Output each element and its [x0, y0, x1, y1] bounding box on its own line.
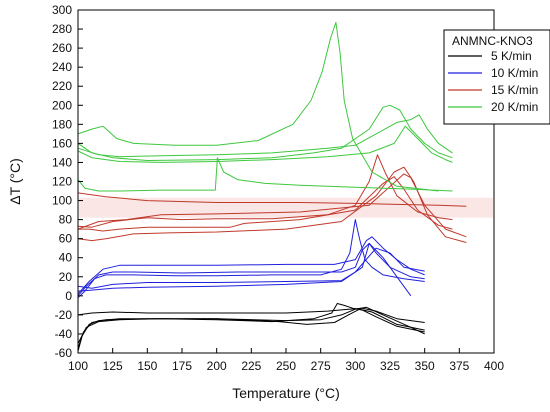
x-tick-label: 300 [345, 359, 365, 373]
y-tick-label: 260 [52, 41, 72, 55]
legend-entry: 5 K/min [491, 49, 532, 63]
legend-title: ANMNC-KNO3 [452, 34, 533, 48]
curve-10-k-min-4 [77, 247, 425, 289]
y-tick-label: 240 [52, 60, 72, 74]
legend-entry: 10 K/min [491, 66, 538, 80]
legend-entry: 20 K/min [491, 100, 538, 114]
x-tick-label: 250 [276, 359, 296, 373]
x-tick-label: 125 [103, 359, 123, 373]
curve-20-k-min-5 [77, 157, 453, 192]
y-tick-label: 120 [52, 175, 72, 189]
y-axis: -60 -40 -20 0 20 40 60 80 100 120 140 160 180 200 220 2… [52, 3, 83, 360]
curve-15-k-min-3 [77, 166, 467, 243]
x-axis-title: Temperature (°C) [232, 385, 340, 401]
y-tick-label: 220 [52, 79, 72, 93]
y-tick-label: -20 [55, 308, 73, 322]
x-tick-label: 400 [484, 359, 504, 373]
curve-20-k-min-3 [77, 114, 453, 158]
curve-20-k-min-1 [77, 21, 439, 192]
curve-20-k-min-2 [77, 104, 453, 161]
x-tick-label: 350 [415, 359, 435, 373]
y-tick-label: 20 [59, 270, 73, 284]
y-tick-label: -40 [55, 327, 73, 341]
legend-entry: 15 K/min [491, 83, 538, 97]
x-tick-label: 150 [137, 359, 157, 373]
y-tick-label: 200 [52, 98, 72, 112]
y-tick-label: 60 [59, 232, 73, 246]
curve-15-k-min-2 [78, 176, 453, 232]
plot-frame [77, 9, 495, 354]
y-tick-label: 100 [52, 194, 72, 208]
curve-5-k-min-2 [77, 306, 425, 349]
shaded-band [79, 197, 493, 218]
y-tick-label: -60 [55, 346, 73, 360]
curve-10-k-min-2 [77, 242, 425, 297]
curve-layer [77, 21, 467, 352]
y-tick-label: 40 [59, 251, 73, 265]
x-tick-label: 325 [380, 359, 400, 373]
legend-box [443, 29, 550, 125]
x-tick-label: 225 [241, 359, 261, 373]
x-tick-label: 100 [68, 359, 88, 373]
y-tick-label: 160 [52, 136, 72, 150]
curve-5-k-min-3 [77, 308, 425, 344]
y-tick-label: 80 [59, 213, 73, 227]
curve-15-k-min-4 [77, 173, 467, 238]
x-tick-label: 175 [172, 359, 192, 373]
curve-10-k-min-1 [77, 219, 425, 299]
x-tick-label: 375 [449, 359, 469, 373]
curve-5-k-min-4 [77, 307, 425, 323]
curve-20-k-min-4 [77, 125, 453, 163]
y-tick-label: 140 [52, 155, 72, 169]
y-tick-label: 180 [52, 117, 72, 131]
y-tick-label: 300 [52, 3, 72, 17]
y-tick-label: 0 [65, 289, 72, 303]
x-tick-label: 275 [311, 359, 331, 373]
x-tick-label: 200 [207, 359, 227, 373]
curve-10-k-min-5 [77, 242, 412, 297]
band-layer [79, 197, 493, 218]
curve-15-k-min-5 [77, 192, 467, 207]
y-tick-label: 280 [52, 22, 72, 36]
x-axis: 100 125 150 175 200 225 250 275 300 325 350 375 400 [68, 348, 504, 373]
y-axis-title: ΔT (°C) [7, 158, 23, 205]
